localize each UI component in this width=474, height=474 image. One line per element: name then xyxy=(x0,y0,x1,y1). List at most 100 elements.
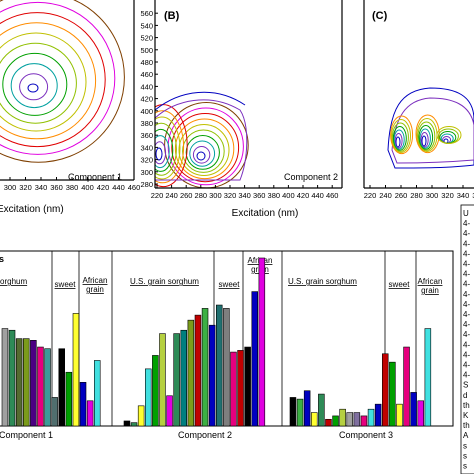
section-label: grain xyxy=(86,285,104,294)
bar-2-6 xyxy=(159,333,166,427)
y-b-tick-label: 540 xyxy=(140,21,153,30)
legend-entry: 4- xyxy=(463,239,470,248)
x-c-tick-label: 280 xyxy=(410,191,423,200)
bar-2-12 xyxy=(201,308,209,427)
bar-2-11 xyxy=(194,314,202,427)
x-a-tick-label: 420 xyxy=(97,183,110,192)
legend-entry: U xyxy=(463,209,469,218)
panel-letter-b: (B) xyxy=(164,10,180,22)
contour-ring-a xyxy=(27,83,39,93)
x-b-tick-label: 460 xyxy=(326,191,339,200)
x-a-tick-label: 400 xyxy=(81,183,94,192)
contour-ring-b xyxy=(189,140,216,167)
group-label: Component 1 xyxy=(0,430,53,440)
legend-entry: 4- xyxy=(463,330,470,339)
group-label: Component 2 xyxy=(178,430,232,440)
section-label: sweet xyxy=(55,280,77,289)
contour-ring-a xyxy=(0,42,77,124)
contour-ring-b-left xyxy=(155,147,163,161)
bar-3-6 xyxy=(325,418,332,427)
bar-3-15 xyxy=(389,361,396,427)
bar-2-9 xyxy=(180,329,188,427)
bar-2-13 xyxy=(208,324,216,427)
contour-lines-a xyxy=(0,0,125,163)
x-b-tick-label: 420 xyxy=(297,191,310,200)
x-c-tick-label: 220 xyxy=(364,191,377,200)
bar-1-5 xyxy=(30,340,37,427)
panel-a: 300 320 340 360 380 400 420 440 460 Component 1 … xyxy=(0,0,140,215)
contour-ring-c xyxy=(420,132,429,148)
contour-ring-a xyxy=(0,1,116,155)
panel-b: 220 240 260 280 300 320 340 360 380 400 420 440 4602… xyxy=(140,0,343,219)
contour-ring-c xyxy=(395,136,401,148)
contour-ring-c xyxy=(419,128,431,149)
bar-3-16 xyxy=(396,403,403,427)
contour-ring-b xyxy=(171,113,240,183)
y-b-tick-label: 440 xyxy=(140,82,153,91)
contour-ring-b xyxy=(196,151,206,161)
legend-entry: d xyxy=(463,391,467,400)
contour-ring-a xyxy=(19,73,49,101)
x-b-tick-label: 400 xyxy=(282,191,295,200)
contour-ring-c xyxy=(393,129,405,150)
legend-entry: 4- xyxy=(463,300,470,309)
bar-2-3 xyxy=(137,405,145,427)
y-b-tick-label: 480 xyxy=(140,58,153,67)
contour-ring-a xyxy=(0,0,125,163)
x-b-tick-label: 300 xyxy=(209,191,222,200)
section-label: African xyxy=(83,276,108,285)
x-a-tick-label: 300 xyxy=(4,183,17,192)
x-b-tick-label: 360 xyxy=(253,191,266,200)
section-label: sweet xyxy=(389,280,411,289)
legend-entry: A xyxy=(463,431,469,440)
section-label: grain xyxy=(421,286,439,295)
legend-items: U4-4-4-4-4-4-4-4-4-4-4-4-4-4-4-4-SdthKth… xyxy=(463,209,470,471)
y-b-tick-label: 520 xyxy=(140,34,153,43)
legend-entry: th xyxy=(463,401,470,410)
bar-2-18 xyxy=(244,346,251,427)
y-b-tick-label: 340 xyxy=(140,143,153,152)
contour-ring-b xyxy=(167,107,244,186)
contour-lines-c xyxy=(387,87,474,169)
contour-ring-b-left xyxy=(155,110,185,184)
bar-1-8 xyxy=(51,397,58,427)
bar-2-14 xyxy=(216,304,223,427)
contour-ring-a xyxy=(10,63,58,109)
x-axis-label-b: Excitation (nm) xyxy=(232,208,299,219)
legend-entry: 4- xyxy=(463,229,470,238)
contour-ring-b xyxy=(174,118,235,180)
contour-outer-b xyxy=(155,99,248,181)
bar-3-13 xyxy=(374,403,382,427)
bar-1-10 xyxy=(65,371,73,427)
bar-2-15 xyxy=(223,308,230,427)
x-b-tick-label: 280 xyxy=(195,191,208,200)
contour-ring-b xyxy=(182,129,225,173)
bar-3-5 xyxy=(318,393,325,427)
x-b-tick-label: 220 xyxy=(151,191,164,200)
legend-entry: s xyxy=(463,441,467,450)
legend-entry: 4- xyxy=(463,320,470,329)
bar-2-7 xyxy=(166,395,173,427)
contour-ring-b-left xyxy=(155,116,181,180)
bar-2-1 xyxy=(123,420,131,427)
bar-1-12 xyxy=(79,382,87,427)
x-a-tick-label: 460 xyxy=(128,183,141,192)
contour-ring-a xyxy=(0,22,97,140)
bar-3-14 xyxy=(381,353,389,427)
y-b-tick-label: 320 xyxy=(140,156,153,165)
panel-letter-c: (C) xyxy=(372,10,388,22)
bar-3-18 xyxy=(410,392,417,427)
x-a-tick-label: 380 xyxy=(66,183,79,192)
contour-ring-c xyxy=(436,126,462,144)
legend-entry: 4- xyxy=(463,280,470,289)
y-b-tick-label: 460 xyxy=(140,70,153,79)
section-label: sorghum xyxy=(0,277,27,286)
contour-group-b xyxy=(155,91,249,188)
contour-outer-c xyxy=(391,97,474,164)
bar-3-10 xyxy=(353,412,361,427)
section-label: sweet xyxy=(219,280,241,289)
x-c-tick-label: 340 xyxy=(457,191,470,200)
y-b-tick-label: 560 xyxy=(140,9,153,18)
contour-ring-c xyxy=(417,121,436,151)
